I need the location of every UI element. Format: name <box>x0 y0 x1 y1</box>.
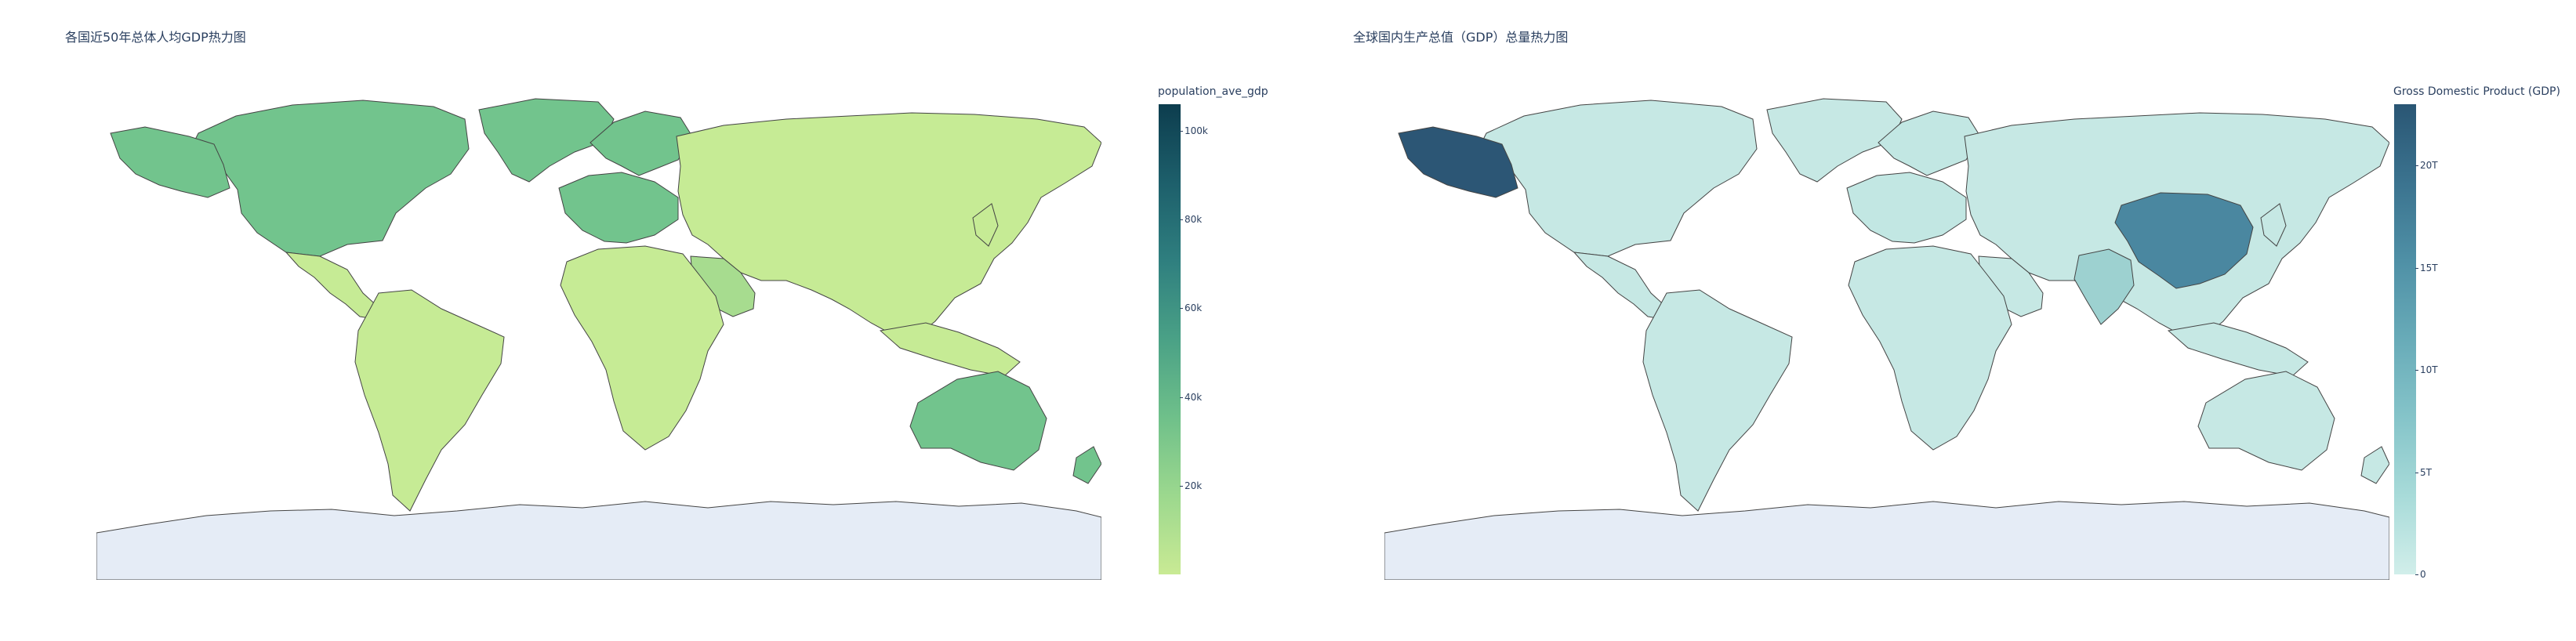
country-rest-of-world[interactable] <box>2167 322 2309 377</box>
colorbar-tick-label: 5T <box>2415 466 2432 478</box>
colorbar-tick-label: 100k <box>1180 125 1208 136</box>
country-africa[interactable] <box>560 245 724 451</box>
colorbar: Gross Domestic Product (GDP) 0 5T 10T 15T 20… <box>2393 83 2560 585</box>
country-united-states[interactable] <box>1398 126 1518 198</box>
country-rest-of-world[interactable] <box>2197 371 2335 471</box>
country-latin-america[interactable] <box>354 289 505 512</box>
country-greenland[interactable] <box>478 98 615 183</box>
colorbar-tick-label: 20k <box>1179 480 1203 491</box>
country-scandinavia[interactable] <box>590 110 693 176</box>
colorbar-tick-label: 80k <box>1179 214 1203 226</box>
colorbar-tick-label: 10T <box>2415 364 2438 376</box>
gdp-total-chart: 全球国内生产总值（GDP）总量热力图 Gross Domestic Produc… <box>1288 0 2576 641</box>
colorbar-tick-label: 15T <box>2415 262 2438 273</box>
country-united-states[interactable] <box>1478 100 1758 257</box>
colorbar-tick-label: 60k <box>1179 302 1203 314</box>
map-svg[interactable] <box>96 88 1101 580</box>
country-north-america[interactable] <box>190 100 470 257</box>
colorbar-tick-label: 20T <box>2415 160 2438 172</box>
colorbar-ticks: 20k 40k 60k 80k 100k <box>1158 104 1307 574</box>
gdp-per-capita-chart: 各国近50年总体人均GDP热力图 population_ave_gdp 20k 4… <box>65 30 1268 580</box>
colorbar-tick-label: 40k <box>1179 391 1203 403</box>
country-north-america[interactable] <box>110 126 230 198</box>
country-latin-america[interactable] <box>285 252 381 320</box>
country-rest-of-world[interactable] <box>2360 446 2389 484</box>
country-india[interactable] <box>2073 248 2135 325</box>
world-map[interactable] <box>1384 88 2389 580</box>
country-rest-of-world[interactable] <box>1642 289 1793 512</box>
country-europe[interactable] <box>1846 172 1967 244</box>
country-australia[interactable] <box>1072 446 1101 484</box>
colorbar-gradient <box>2394 104 2416 574</box>
country-china[interactable] <box>2114 192 2254 289</box>
world-map[interactable] <box>96 88 1101 580</box>
country-rest-of-world[interactable] <box>1766 98 1903 183</box>
colorbar-gradient <box>1159 104 1181 574</box>
country-rest-of-world[interactable] <box>2260 203 2287 247</box>
country-rest-of-world[interactable] <box>1848 245 2012 451</box>
country-russia-asia[interactable] <box>972 203 999 247</box>
map-svg[interactable] <box>1384 88 2389 580</box>
country-europe[interactable] <box>1878 110 1981 176</box>
colorbar-title: Gross Domestic Product (GDP) <box>2393 85 2560 98</box>
country-russia-asia[interactable] <box>879 322 1021 377</box>
country-antarctica[interactable] <box>96 501 1101 580</box>
colorbar: population_ave_gdp 20k 40k 60k 80k 100k <box>1158 83 1307 585</box>
chart-title: 各国近50年总体人均GDP热力图 <box>65 30 246 45</box>
country-australia[interactable] <box>909 371 1047 471</box>
country-western-europe[interactable] <box>558 172 679 244</box>
colorbar-title: population_ave_gdp <box>1158 85 1268 98</box>
colorbar-tick-label: 0 <box>2415 569 2426 580</box>
country-rest-of-world[interactable] <box>1573 252 1669 320</box>
country-antarctica[interactable] <box>1384 501 2389 580</box>
chart-title: 全球国内生产总值（GDP）总量热力图 <box>1353 30 1569 45</box>
country-russia-asia[interactable] <box>676 112 1101 341</box>
colorbar-ticks: 0 5T 10T 15T 20T <box>2393 104 2542 580</box>
